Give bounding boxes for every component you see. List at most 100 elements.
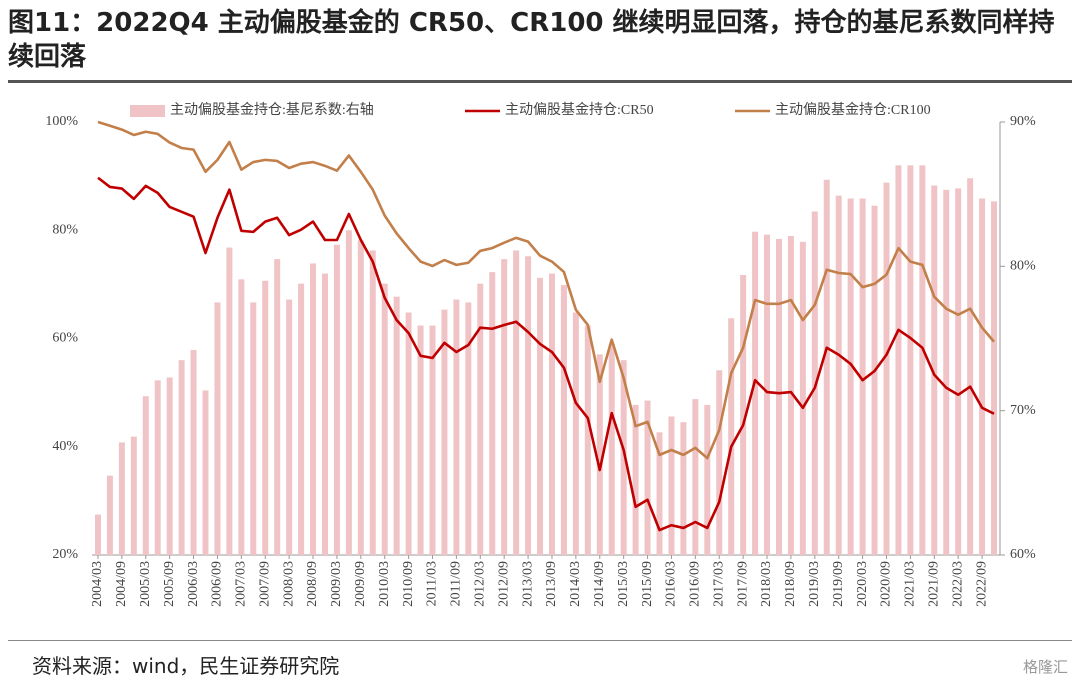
legend-label: 主动偏股基金持仓:基尼系数:右轴 (170, 101, 374, 118)
bar (584, 325, 591, 555)
bar (250, 302, 257, 555)
bar (381, 283, 388, 555)
y2-tick-label: 90% (1010, 114, 1036, 129)
bar (429, 325, 436, 555)
bar (967, 178, 974, 556)
bar (692, 399, 699, 555)
line (97, 120, 996, 460)
bar (214, 302, 221, 555)
bar (345, 230, 352, 555)
x-tick-label: 2013/09 (544, 561, 559, 607)
x-tick-label: 2019/09 (831, 561, 846, 607)
bar (417, 325, 424, 555)
bar (262, 280, 269, 555)
x-tick-label: 2009/03 (329, 561, 344, 607)
y-tick-label: 100% (45, 114, 78, 129)
bar (943, 189, 950, 555)
bar (238, 279, 245, 555)
x-tick-label: 2004/03 (90, 561, 105, 607)
bar (298, 283, 305, 555)
x-tick-label: 2013/03 (520, 561, 535, 607)
x-tick-label: 2018/09 (783, 561, 798, 607)
x-tick-label: 2021/09 (927, 561, 942, 607)
x-tick-label: 2011/03 (425, 561, 440, 606)
x-tick-label: 2014/09 (592, 561, 607, 607)
bar (405, 312, 412, 555)
x-tick-label: 2020/03 (855, 561, 870, 607)
x-tick-label: 2008/09 (305, 561, 320, 607)
bar (883, 182, 890, 555)
bar (130, 436, 137, 555)
bar (560, 285, 567, 555)
chart: 20% 40% 60% 80% 100% 60% 70% 80% 90% 2004/03 2004/… (45, 101, 1036, 607)
legend-label: 主动偏股基金持仓:CR100 (775, 101, 931, 118)
bar (393, 296, 400, 555)
bar (871, 205, 878, 556)
bar (489, 272, 496, 555)
source: 资料来源：wind，民生证券研究院 (32, 654, 340, 678)
bar (166, 377, 173, 555)
footer-rule (8, 640, 1072, 641)
bar (501, 259, 508, 555)
bar (775, 238, 782, 555)
x-tick-label: 2011/09 (449, 561, 464, 606)
legend-label: 主动偏股基金持仓:CR50 (505, 101, 654, 118)
bar (979, 198, 986, 555)
bar (931, 185, 938, 556)
x-tick-label: 2022/09 (974, 561, 989, 607)
bar (859, 198, 866, 555)
bar (955, 188, 962, 556)
bar (477, 283, 484, 555)
bar (752, 231, 759, 555)
x-tick-label: 2016/09 (688, 561, 703, 607)
x-tick-label: 2021/03 (903, 561, 918, 607)
bar (835, 195, 842, 556)
bar (620, 360, 627, 555)
bar (847, 198, 854, 555)
bar (991, 201, 998, 555)
x-tick-label: 2017/03 (711, 561, 726, 607)
bar (668, 416, 675, 555)
x-tick-label: 2006/03 (186, 561, 201, 607)
bar (274, 259, 281, 555)
bar (106, 475, 113, 555)
bar (190, 350, 197, 555)
bar (740, 274, 747, 555)
y2-tick-label: 70% (1010, 403, 1036, 418)
bar (548, 273, 555, 555)
bar (465, 302, 472, 555)
bar (680, 422, 687, 555)
bar (441, 309, 448, 555)
bar (202, 390, 209, 555)
x-tick-label: 2007/03 (234, 561, 249, 607)
x-tick-label: 2018/03 (759, 561, 774, 607)
bar (656, 432, 663, 555)
bar (787, 236, 794, 556)
x-tick-label: 2015/03 (616, 561, 631, 607)
x-tick-label: 2008/03 (281, 561, 296, 607)
bar (537, 277, 544, 555)
title-rule (8, 80, 1072, 83)
bar (369, 250, 376, 555)
bar (357, 240, 364, 555)
bar (154, 380, 161, 555)
bar (321, 273, 328, 555)
x-tick-label: 2012/03 (473, 561, 488, 607)
x-tick-label: 2017/09 (735, 561, 750, 607)
bar (333, 244, 340, 555)
x-tick-label: 2010/03 (377, 561, 392, 607)
x-tick-label: 2006/09 (210, 561, 225, 607)
x-tick-label: 2016/03 (664, 561, 679, 607)
bar (644, 400, 651, 555)
x-tick-label: 2020/09 (879, 561, 894, 607)
x-tick-label: 2014/03 (568, 561, 583, 607)
bar (94, 514, 101, 555)
chart-title: 图11：2022Q4 主动偏股基金的 CR50、CR100 继续明显回落，持仓的… (8, 8, 1055, 72)
bar (907, 165, 914, 556)
x-tick-label: 2009/09 (353, 561, 368, 607)
bar (513, 250, 520, 555)
x-tick-label: 2012/09 (496, 561, 511, 607)
y-tick-label: 80% (52, 222, 78, 237)
x-tick-label: 2007/09 (257, 561, 272, 607)
